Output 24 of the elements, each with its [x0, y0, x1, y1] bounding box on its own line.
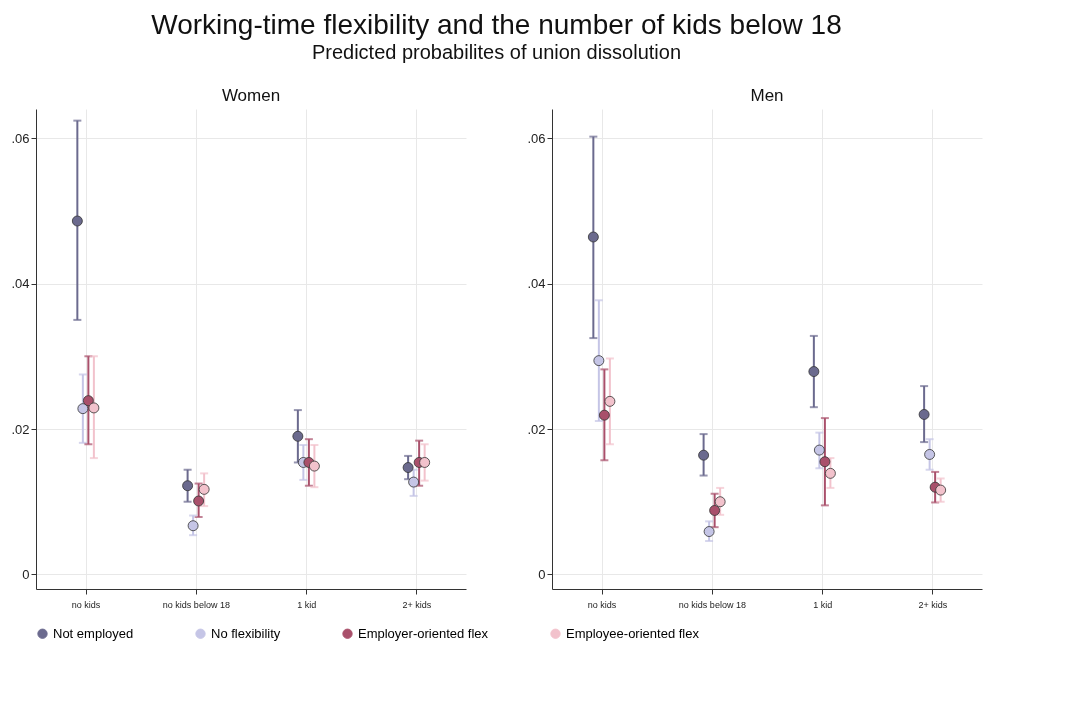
x-tick-label: 1 kid: [297, 599, 317, 610]
y-tick-label: .06: [11, 130, 30, 146]
legend-label: Employee-oriented flex: [566, 625, 700, 641]
text: Predicted probabilites of union dissolution: [311, 41, 682, 63]
y-tick-label: .02: [527, 421, 546, 437]
y-tick-label: .04: [527, 276, 546, 292]
legend-label: No flexibility: [211, 625, 281, 641]
y-tick-label: 0: [22, 566, 30, 582]
legend-label: Not employed: [53, 625, 134, 641]
x-tick-label: no kids below 18: [678, 599, 746, 610]
x-tick-label: 1 kid: [813, 599, 833, 610]
x-tick-label: 2+ kids: [918, 599, 948, 610]
y-tick-label: .02: [11, 421, 30, 437]
y-tick-label: .06: [527, 130, 546, 146]
x-tick-label: no kids: [71, 599, 101, 610]
legend-label: Employer-oriented flex: [358, 625, 489, 641]
text: Working-time flexibility and the number of kids below 18: [151, 9, 842, 40]
y-tick-label: .04: [11, 276, 30, 292]
chart-title: Men: [750, 86, 784, 105]
chart-title: Women: [221, 86, 281, 105]
y-tick-label: 0: [538, 566, 546, 582]
x-tick-label: no kids below 18: [162, 599, 230, 610]
x-tick-label: no kids: [587, 599, 617, 610]
x-tick-label: 2+ kids: [402, 599, 432, 610]
